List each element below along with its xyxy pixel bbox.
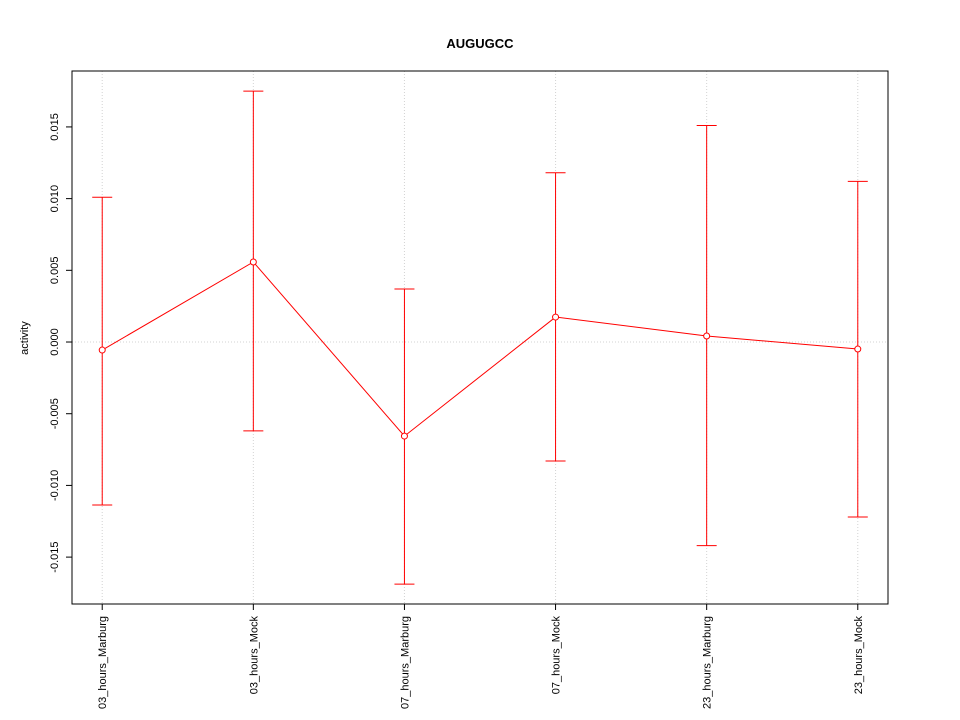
line — [101, 261, 858, 437]
x-tick-label: 03_hours_Mock — [248, 616, 260, 695]
y-axis-label: activity — [19, 321, 31, 355]
chart-title: AUGUGCC — [446, 36, 514, 51]
point — [400, 432, 408, 440]
plot-frame — [71, 70, 889, 605]
y-tick-label: 0.005 — [49, 257, 61, 285]
point — [854, 345, 862, 353]
x-tick-label: 07_hours_Mock — [551, 616, 563, 695]
y-tick-label: 0.015 — [49, 113, 61, 141]
point — [98, 346, 106, 354]
x-tick-label: 23_hours_Marburg — [702, 616, 714, 709]
y-tick-label: -0.010 — [49, 470, 61, 501]
x-tick-label: 03_hours_Marburg — [97, 616, 109, 709]
point — [249, 258, 257, 266]
y-tick-label: -0.005 — [49, 398, 61, 429]
y-tick-label: 0.000 — [49, 328, 61, 356]
x-tick-label: 23_hours_Mock — [853, 616, 865, 695]
y-tick-label: -0.015 — [49, 542, 61, 573]
point — [703, 332, 711, 340]
x-tick-label: 07_hours_Marburg — [399, 616, 411, 709]
point — [552, 313, 560, 321]
y-tick-label: 0.010 — [49, 185, 61, 213]
